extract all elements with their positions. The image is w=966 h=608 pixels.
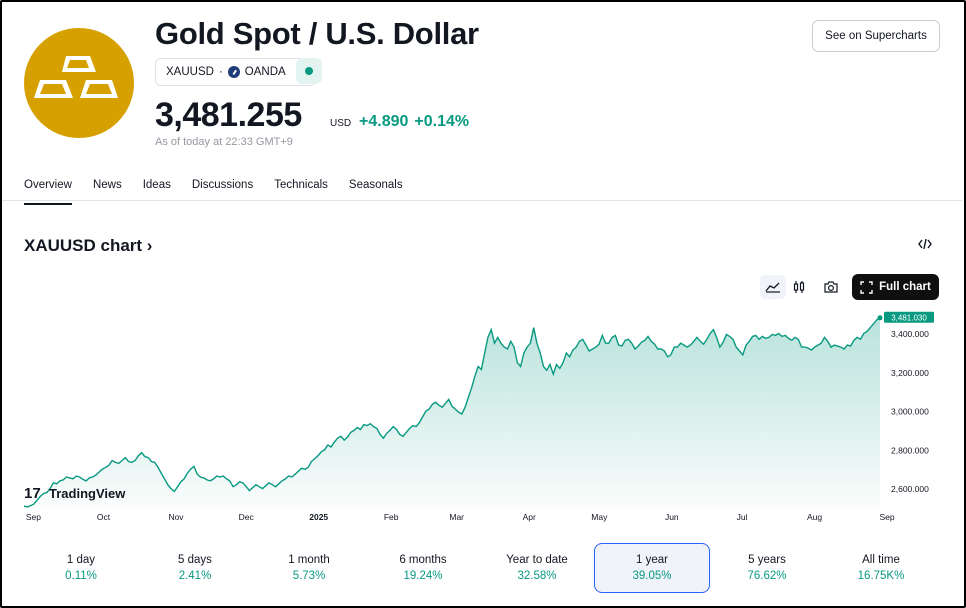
- tab-seasonals[interactable]: Seasonals: [348, 179, 403, 191]
- period-5-years[interactable]: 5 years 76.62%: [710, 543, 824, 593]
- period-value: 16.75K%: [857, 570, 905, 582]
- period-1-day[interactable]: 1 day 0.11%: [24, 543, 138, 593]
- period-label: 1 month: [288, 554, 330, 566]
- period-label: 6 months: [399, 554, 447, 566]
- x-tick-label: Oct: [97, 512, 111, 522]
- gold-bars-icon: [34, 56, 118, 98]
- candles-icon: [793, 281, 805, 293]
- x-tick-label: Jul: [737, 512, 748, 522]
- period-5-days[interactable]: 5 days 2.41%: [138, 543, 252, 593]
- change-percent: +0.14%: [414, 113, 470, 130]
- x-tick-label: Sep: [26, 512, 41, 522]
- tab-discussions[interactable]: Discussions: [191, 179, 254, 191]
- full-chart-label: Full chart: [879, 281, 931, 293]
- symbol-label: XAUUSD: [166, 66, 214, 78]
- price-change: +4.890 +0.14%: [359, 113, 469, 131]
- period-label: 1 day: [66, 554, 96, 566]
- tab-overview[interactable]: Overview: [24, 179, 72, 205]
- oanda-icon: [227, 66, 240, 78]
- period-year-to-date[interactable]: Year to date 32.58%: [480, 543, 594, 593]
- chart-section-title[interactable]: XAUUSD chart ›: [24, 236, 153, 255]
- y-tick-label: 3,000.000: [891, 407, 929, 417]
- period-value: 0.11%: [65, 570, 97, 582]
- period-label: Year to date: [506, 554, 568, 566]
- performance-periods: 1 day 0.11% 5 days 2.41% 1 month 5.73% 6…: [24, 543, 938, 593]
- last-price-badge: [884, 311, 934, 323]
- page-title: Gold Spot / U.S. Dollar: [155, 16, 479, 51]
- watermark-text: TradingView: [49, 486, 126, 501]
- period-value: 76.62%: [747, 570, 787, 582]
- period-1-month[interactable]: 1 month 5.73%: [252, 543, 366, 593]
- x-tick-label: Mar: [449, 512, 464, 522]
- x-tick-label: Aug: [807, 512, 822, 522]
- period-label: 5 days: [178, 554, 212, 566]
- x-tick-label: Apr: [523, 512, 536, 522]
- x-tick-label: Jun: [665, 512, 679, 522]
- x-tick-label: Feb: [384, 512, 399, 522]
- camera-icon: [824, 281, 838, 293]
- embed-code-icon[interactable]: [918, 238, 932, 253]
- expand-icon: [860, 280, 873, 294]
- see-on-supercharts-button[interactable]: See on Supercharts: [812, 20, 940, 52]
- x-tick-label: 2025: [309, 512, 328, 522]
- period-1-year[interactable]: 1 year 39.05%: [594, 543, 710, 593]
- market-open-dot-icon: [305, 67, 313, 75]
- last-point-marker: [877, 315, 883, 321]
- full-chart-button[interactable]: Full chart: [852, 274, 939, 300]
- tab-news[interactable]: News: [92, 179, 122, 191]
- price-area-fill: [24, 317, 880, 508]
- y-tick-label: 3,400.000: [891, 329, 929, 339]
- period-label: All time: [862, 554, 900, 566]
- x-tick-label: May: [591, 512, 608, 522]
- period-label: 1 year: [636, 554, 668, 566]
- y-axis: 2,600.000 2,800.000 3,000.000 3,200.000 3,40…: [891, 329, 929, 494]
- period-all-time[interactable]: All time 16.75K%: [824, 543, 938, 593]
- period-label: 5 years: [748, 554, 786, 566]
- area-chart-button[interactable]: [760, 275, 786, 299]
- price-currency: USD: [330, 118, 352, 129]
- y-tick-label: 2,600.000: [891, 484, 929, 494]
- period-6-months[interactable]: 6 months 19.24%: [366, 543, 480, 593]
- period-value: 2.41%: [178, 570, 212, 582]
- y-tick-label: 3,200.000: [891, 368, 929, 378]
- price-chart[interactable]: 2,600.000 2,800.000 3,000.000 3,200.000 3,40…: [0, 310, 966, 528]
- price-line: [23, 317, 881, 508]
- tabs-divider: [0, 200, 962, 201]
- y-tick-label: 2,800.000: [891, 445, 929, 455]
- last-price: 3,481.255: [155, 96, 302, 134]
- tab-technicals[interactable]: Technicals: [274, 179, 328, 191]
- tradingview-logo-icon: 17: [24, 485, 41, 502]
- market-status-indicator[interactable]: [296, 58, 322, 84]
- period-value: 19.24%: [403, 570, 443, 582]
- x-axis: Sep Oct Nov Dec 2025 Feb Mar Apr May Jun Jul Aug Sep: [26, 512, 895, 522]
- chart-style-toggle: [760, 275, 814, 299]
- period-value: 32.58%: [517, 570, 557, 582]
- candles-chart-button[interactable]: [786, 275, 812, 299]
- section-tabs: Overview News Ideas Discussions Technica…: [24, 179, 424, 205]
- area-chart-icon: [765, 282, 780, 293]
- gold-bars-logo: [24, 28, 134, 138]
- tradingview-watermark: 17 TradingView: [24, 485, 126, 502]
- x-tick-label: Nov: [168, 512, 184, 522]
- period-value: 39.05%: [632, 570, 672, 582]
- exchange-label: OANDA: [244, 66, 286, 78]
- x-tick-label: Dec: [239, 512, 255, 522]
- symbol-selector[interactable]: XAUUSD · OANDA: [155, 58, 316, 86]
- change-absolute: +4.890: [359, 113, 409, 130]
- last-price-badge-text: 3,481.030: [891, 313, 927, 322]
- period-value: 5.73%: [292, 570, 326, 582]
- as-of-timestamp: As of today at 22:33 GMT+9: [155, 136, 293, 148]
- snapshot-button[interactable]: [818, 275, 844, 299]
- tab-ideas[interactable]: Ideas: [142, 179, 171, 191]
- last-price-label: 3,481.030: [877, 311, 934, 323]
- x-tick-label: Sep: [879, 512, 894, 522]
- symbol-separator: ·: [218, 66, 223, 78]
